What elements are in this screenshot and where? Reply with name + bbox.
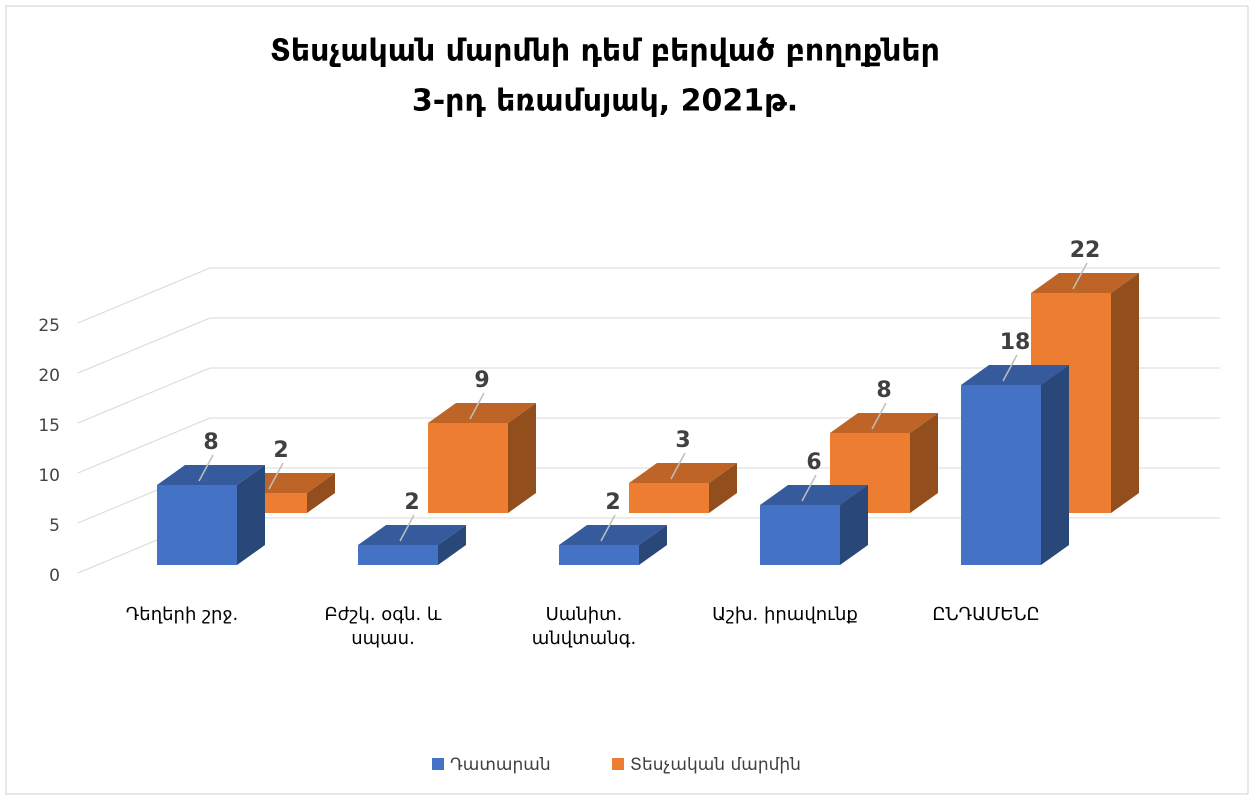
y-tick-label: 25 (38, 316, 60, 336)
bar (157, 485, 237, 565)
bar (428, 423, 508, 513)
bar-top (1031, 273, 1139, 293)
bar-side (840, 485, 868, 565)
bar-side (237, 465, 265, 565)
leader-line (268, 462, 284, 490)
leader-line (1072, 262, 1088, 290)
data-label: 22 (1070, 238, 1101, 263)
bar-side (639, 525, 667, 565)
bar-top (961, 365, 1069, 385)
bar (559, 545, 639, 565)
legend-swatch (432, 758, 444, 770)
y-tick-label: 10 (38, 466, 60, 486)
bar-side (307, 473, 335, 513)
chart-title: Տեսչական մարմնի դեմ բերված բողոքներ (270, 34, 940, 69)
x-tick-label: Սանիտ. անվտանգ. (531, 604, 637, 649)
bar (358, 545, 438, 565)
y-tick-label: 15 (38, 416, 60, 436)
bar-top (830, 413, 938, 433)
data-label: 8 (203, 430, 218, 455)
data-label: 18 (1000, 330, 1031, 355)
bar-top (358, 525, 466, 545)
bar (961, 385, 1041, 565)
data-label: 2 (273, 438, 288, 463)
leader-line (1002, 354, 1018, 382)
grid-line (77, 417, 211, 474)
data-label: 2 (404, 490, 419, 515)
leader-line (600, 514, 616, 542)
bar-side (1041, 365, 1069, 565)
data-label: 6 (806, 450, 821, 475)
bar-top (157, 465, 265, 485)
bar (760, 505, 840, 565)
x-tick-label: ԸՆԴԱՄԵՆԸ (932, 604, 1040, 625)
bar-top (428, 403, 536, 423)
legend-label: Դատարան (450, 755, 551, 775)
bar-top (629, 463, 737, 483)
y-tick-label: 5 (49, 516, 60, 536)
grid-line (77, 367, 211, 424)
data-label: 9 (474, 368, 489, 393)
leader-line (198, 454, 214, 482)
grid-line (77, 267, 211, 324)
legend-label: Տեսչական մարմին (630, 755, 801, 775)
x-tick-label: Աշխ. իրավունք (712, 604, 858, 625)
chart-title: 3-րդ եռամսյակ, 2021թ. (412, 84, 798, 119)
data-label: 8 (876, 378, 891, 403)
bar-side (508, 403, 536, 513)
y-tick-label: 0 (49, 566, 60, 586)
y-tick-label: 20 (38, 366, 60, 386)
leader-line (871, 402, 887, 430)
grid-line (77, 317, 211, 374)
leader-line (469, 392, 485, 420)
bar-side (709, 463, 737, 513)
x-tick-label: Բժշկ. օգն. և սպաս. (324, 604, 442, 649)
data-label: 3 (675, 428, 690, 453)
bar-side (438, 525, 466, 565)
leader-line (399, 514, 415, 542)
bar-side (910, 413, 938, 513)
leader-line (670, 452, 686, 480)
bar-top (559, 525, 667, 545)
bar (629, 483, 709, 513)
legend-swatch (612, 758, 624, 770)
data-label: 2 (605, 490, 620, 515)
x-tick-label: Դեղերի շրջ. (125, 604, 239, 625)
bar-top (760, 485, 868, 505)
bar-side (1111, 273, 1139, 513)
leader-line (801, 474, 817, 502)
